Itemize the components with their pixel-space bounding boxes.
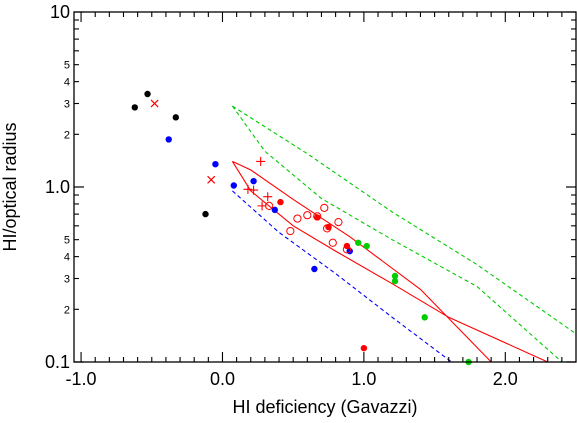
data-point-red-filled-circle — [277, 198, 284, 206]
model-curve-red-1 — [231, 161, 548, 363]
data-point-black-filled-circle — [202, 210, 209, 218]
x-tick-label: 0.0 — [210, 369, 235, 389]
y-minor-tick-label: 4 — [64, 252, 70, 264]
y-tick-label: 10 — [50, 2, 70, 22]
data-point-red-open-circle — [265, 201, 274, 210]
data-point-blue-filled-circle — [165, 136, 172, 143]
x-tick-label: 1.0 — [351, 369, 376, 389]
y-minor-tick-label: 2 — [64, 304, 70, 316]
y-tick-label: 1.0 — [45, 177, 70, 197]
plot-background — [74, 12, 576, 362]
plot-frame — [73, 11, 577, 363]
x-axis-title: HI deficiency (Gavazzi) — [232, 397, 417, 417]
data-point-red-filled-circle — [343, 242, 351, 250]
y-minor-tick-label: 5 — [64, 60, 70, 72]
data-point-green-filled-circle — [363, 242, 370, 250]
data-point-green-filled-circle — [391, 272, 399, 280]
data-point-green-filled-circle — [421, 314, 428, 321]
data-point-green-filled-circle — [391, 277, 399, 285]
data-points — [131, 90, 472, 366]
model-curves — [231, 105, 577, 363]
data-point-red-open-circle — [320, 203, 329, 212]
data-point-red-x — [150, 99, 159, 108]
data-point-red-plus — [249, 185, 259, 195]
data-point-blue-filled-circle — [212, 160, 219, 168]
y-axis-title: HI/optical radius — [0, 122, 20, 251]
data-point-red-filled-circle — [314, 214, 321, 221]
data-point-red-plus — [256, 156, 266, 166]
data-point-red-open-circle — [303, 211, 312, 220]
data-point-blue-filled-circle — [250, 177, 257, 185]
data-point-red-plus — [243, 184, 253, 194]
y-minor-tick-label: 3 — [64, 99, 70, 111]
x-tick-label: -1.0 — [66, 369, 97, 389]
model-curve-green-3 — [232, 105, 577, 335]
data-point-red-plus — [263, 192, 273, 202]
data-point-red-filled-circle — [360, 344, 368, 352]
data-point-red-x — [207, 175, 216, 184]
y-minor-tick-label: 4 — [64, 77, 70, 89]
y-minor-tick-label: 3 — [64, 274, 70, 286]
data-point-black-filled-circle — [144, 90, 151, 98]
data-point-blue-filled-circle — [230, 182, 237, 189]
y-minor-tick-label: 5 — [64, 235, 70, 247]
data-point-blue-filled-circle — [311, 265, 318, 273]
x-tick-label: 2.0 — [493, 369, 518, 389]
y-tick-label: 0.1 — [45, 352, 70, 372]
data-point-red-open-circle — [334, 218, 343, 227]
tick-labels: -1.0 0.0 1.0 2.0 10 1.0 0.1 5 4 3 2 5 4 3 2 — [45, 2, 518, 389]
data-point-black-filled-circle — [131, 104, 139, 111]
data-point-black-filled-circle — [172, 114, 180, 121]
data-point-red-filled-circle — [325, 223, 332, 231]
data-point-red-open-circle — [328, 238, 337, 247]
model-curve-red-0 — [232, 160, 492, 363]
data-point-blue-filled-circle — [271, 206, 278, 214]
model-curve-green-2 — [231, 105, 563, 363]
data-point-green-filled-circle — [355, 239, 362, 246]
data-point-red-open-circle — [286, 226, 295, 236]
y-minor-tick-label: 2 — [64, 129, 70, 141]
data-point-red-open-circle — [293, 214, 302, 223]
